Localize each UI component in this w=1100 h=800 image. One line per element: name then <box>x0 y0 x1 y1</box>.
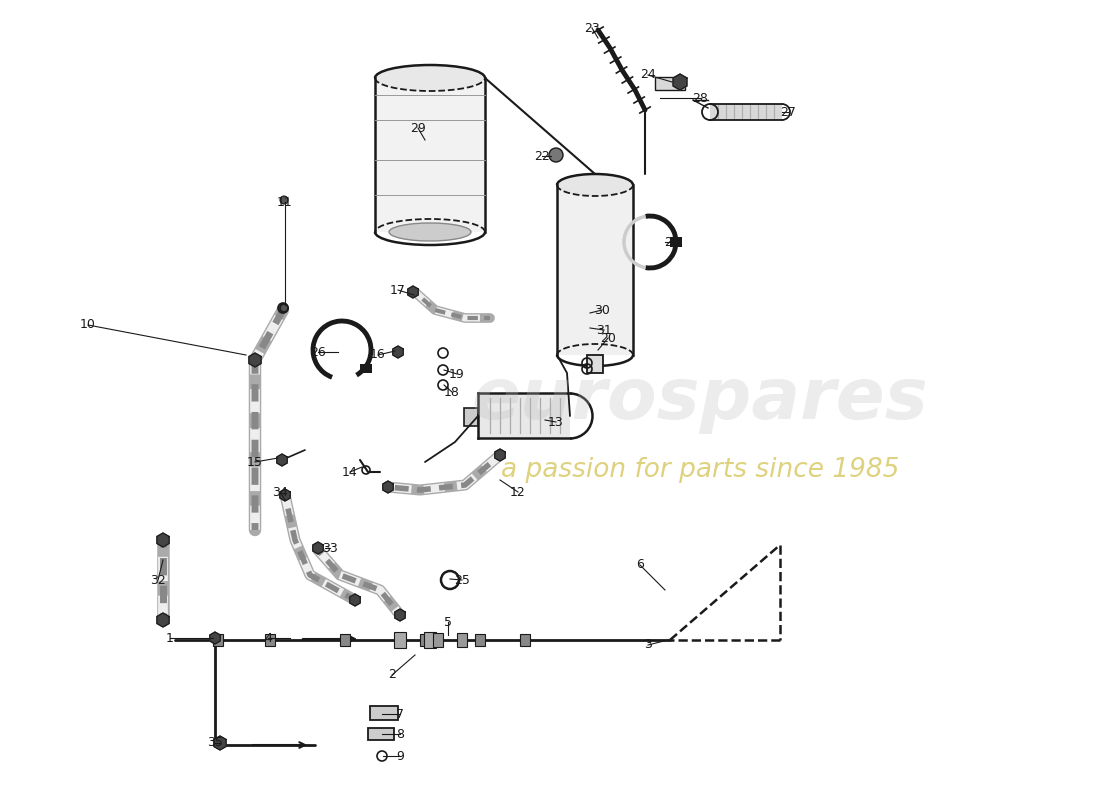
Text: 11: 11 <box>277 195 293 209</box>
Text: 32: 32 <box>150 574 166 586</box>
Polygon shape <box>350 594 360 606</box>
Circle shape <box>278 303 288 313</box>
Text: 6: 6 <box>636 558 644 571</box>
Bar <box>420 634 430 646</box>
Polygon shape <box>393 346 404 358</box>
Ellipse shape <box>375 65 485 91</box>
Text: 10: 10 <box>80 318 96 331</box>
Text: 4: 4 <box>264 631 272 645</box>
Text: 17: 17 <box>390 283 406 297</box>
Bar <box>370 706 398 720</box>
Circle shape <box>549 148 563 162</box>
Text: a passion for parts since 1985: a passion for parts since 1985 <box>500 457 899 483</box>
Text: 21: 21 <box>664 235 680 249</box>
Ellipse shape <box>557 174 632 196</box>
Bar <box>375 77 485 232</box>
Bar <box>424 632 436 648</box>
Bar <box>670 237 682 247</box>
Text: 3: 3 <box>645 638 652 651</box>
Polygon shape <box>395 609 405 621</box>
Text: 19: 19 <box>449 367 465 381</box>
Text: 5: 5 <box>444 615 452 629</box>
Polygon shape <box>673 74 686 90</box>
Text: 9: 9 <box>396 750 404 762</box>
Text: 33: 33 <box>322 542 338 554</box>
Bar <box>433 633 443 647</box>
Bar <box>478 393 570 438</box>
Text: 24: 24 <box>640 69 656 82</box>
Bar <box>710 104 782 120</box>
Polygon shape <box>277 454 287 466</box>
Polygon shape <box>279 489 290 501</box>
Text: 1: 1 <box>166 631 174 645</box>
Text: 30: 30 <box>594 303 609 317</box>
Text: 27: 27 <box>780 106 796 118</box>
Text: 12: 12 <box>510 486 526 498</box>
Text: 25: 25 <box>454 574 470 586</box>
Text: 29: 29 <box>410 122 426 134</box>
Bar <box>213 634 223 646</box>
Text: 22: 22 <box>535 150 550 162</box>
Text: 34: 34 <box>272 486 288 498</box>
Text: 8: 8 <box>396 727 404 741</box>
Polygon shape <box>157 613 169 627</box>
Bar <box>654 77 685 90</box>
Text: 23: 23 <box>584 22 600 34</box>
Bar <box>265 634 275 646</box>
Text: 31: 31 <box>596 323 612 337</box>
Polygon shape <box>408 286 418 298</box>
Text: 16: 16 <box>370 349 386 362</box>
Bar <box>368 728 394 740</box>
Polygon shape <box>383 481 393 493</box>
Bar <box>360 364 372 373</box>
Polygon shape <box>213 736 227 750</box>
Text: 35: 35 <box>207 737 223 750</box>
Circle shape <box>280 304 288 312</box>
Bar <box>340 634 350 646</box>
Circle shape <box>280 196 288 204</box>
Text: 7: 7 <box>396 707 404 721</box>
Text: eurospares: eurospares <box>472 366 928 434</box>
Text: 18: 18 <box>444 386 460 398</box>
Bar <box>394 632 406 648</box>
Polygon shape <box>157 533 169 547</box>
Text: 14: 14 <box>342 466 358 478</box>
Bar <box>456 633 468 647</box>
Text: 15: 15 <box>248 455 263 469</box>
Text: 28: 28 <box>692 91 708 105</box>
Bar <box>475 634 485 646</box>
Text: 26: 26 <box>310 346 326 358</box>
Text: 20: 20 <box>601 331 616 345</box>
Text: 2: 2 <box>388 669 396 682</box>
Bar <box>520 634 530 646</box>
Bar <box>557 185 632 355</box>
Text: 13: 13 <box>548 415 564 429</box>
Polygon shape <box>249 353 261 367</box>
Polygon shape <box>495 449 505 461</box>
Polygon shape <box>312 542 323 554</box>
Polygon shape <box>210 632 220 644</box>
Ellipse shape <box>389 223 471 241</box>
Bar <box>587 355 603 373</box>
Bar <box>464 408 478 426</box>
